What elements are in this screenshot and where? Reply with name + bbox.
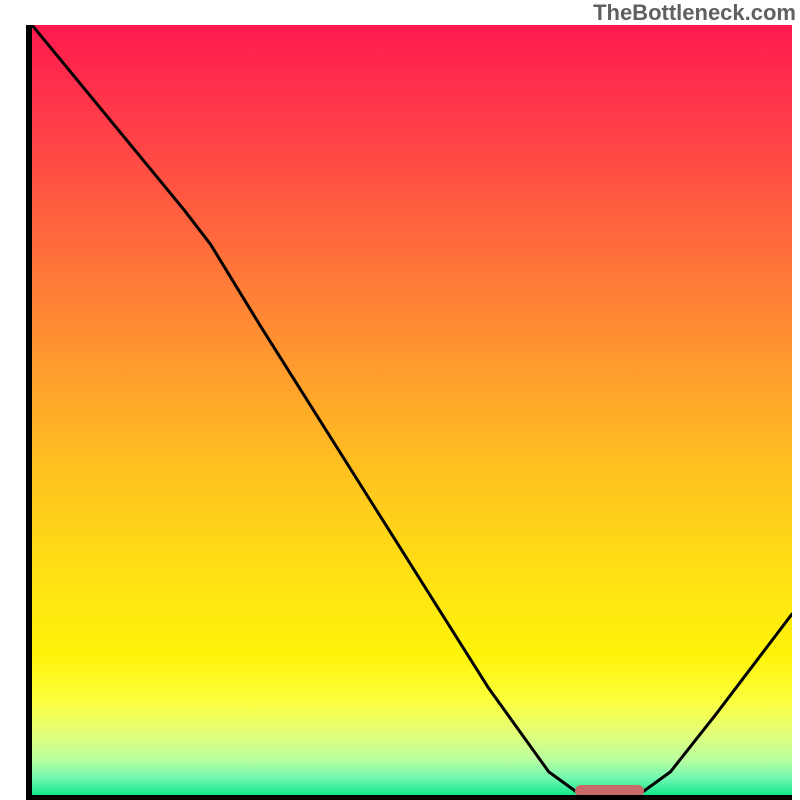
bottleneck-curve	[32, 25, 792, 795]
plot-area	[32, 25, 792, 795]
chart-canvas: TheBottleneck.com	[0, 0, 800, 800]
watermark-label: TheBottleneck.com	[593, 0, 796, 26]
optimum-range-marker	[575, 785, 643, 795]
y-axis	[26, 25, 32, 795]
x-axis	[26, 795, 792, 800]
